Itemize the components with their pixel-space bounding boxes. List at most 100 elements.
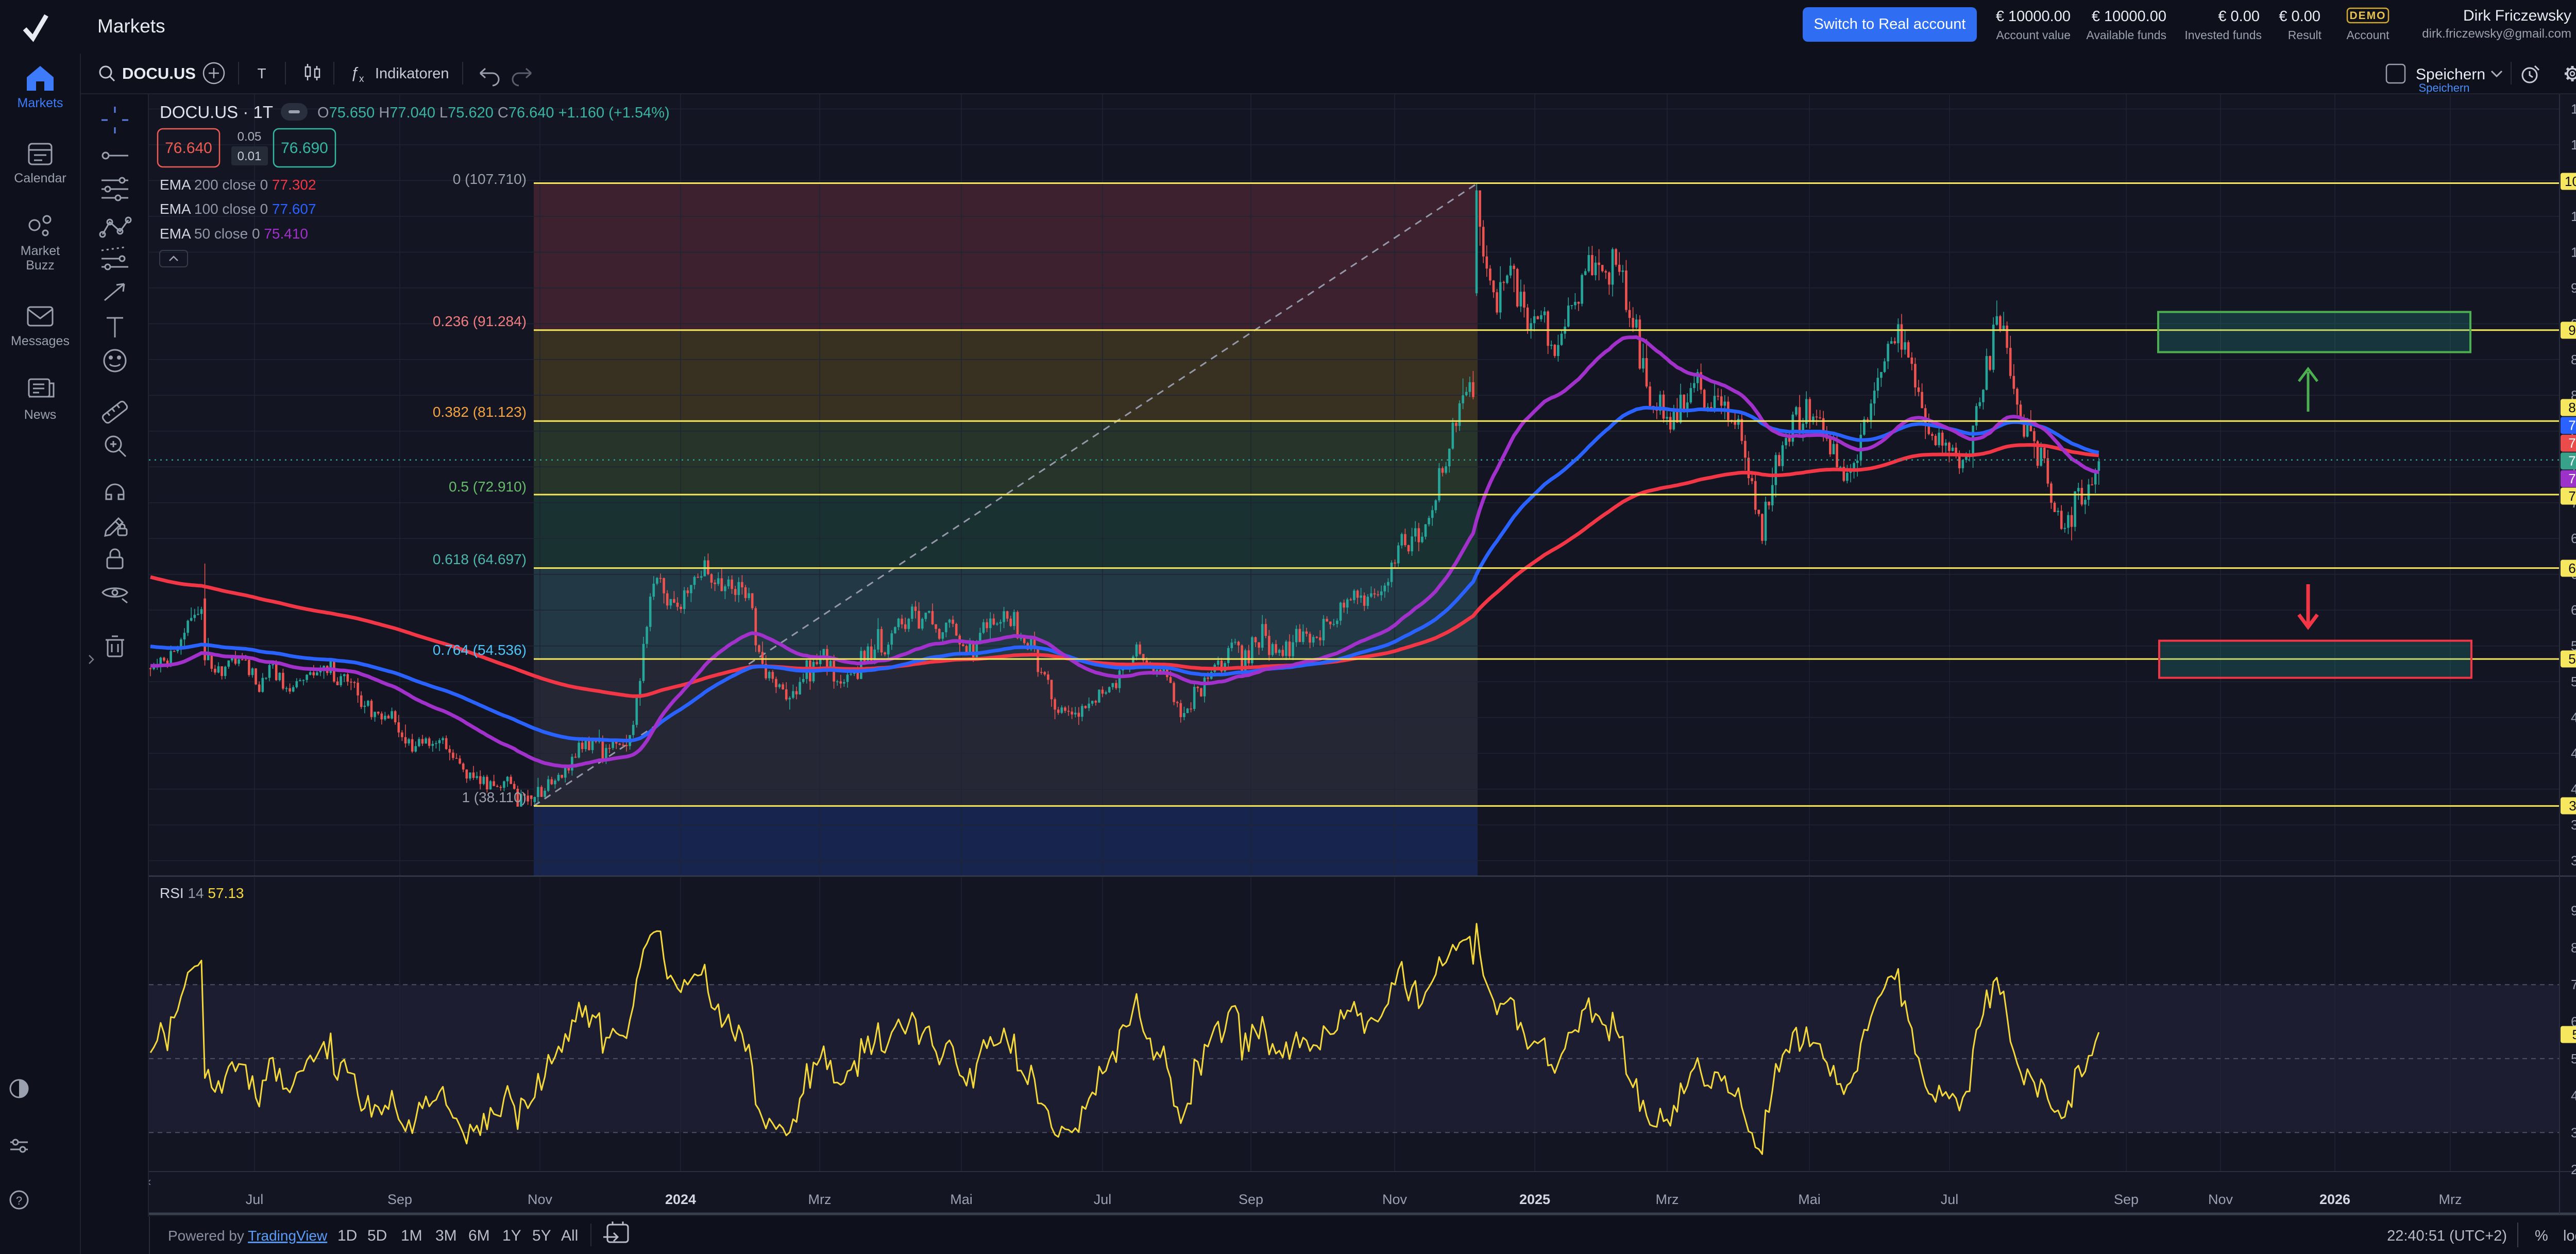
svg-text:Nov: Nov	[2208, 1192, 2233, 1207]
svg-text:Sep: Sep	[1239, 1192, 1263, 1207]
svg-text:52.000: 52.000	[2571, 674, 2576, 689]
svg-text:log: log	[2563, 1228, 2576, 1244]
svg-text:Indikatoren: Indikatoren	[375, 65, 449, 82]
svg-text:44.000: 44.000	[2571, 745, 2576, 761]
svg-text:40.00: 40.00	[2571, 1088, 2576, 1104]
svg-text:77.607: 77.607	[2568, 418, 2576, 433]
svg-text:2024: 2024	[665, 1192, 696, 1207]
svg-text:20.00: 20.00	[2571, 1162, 2576, 1177]
svg-text:Mrz: Mrz	[1656, 1192, 1679, 1207]
svg-text:‹: ‹	[149, 1174, 151, 1189]
svg-text:0.236 (91.284): 0.236 (91.284)	[433, 313, 527, 329]
svg-text:1 (38.110): 1 (38.110)	[462, 789, 527, 805]
svg-text:Invested funds: Invested funds	[2184, 28, 2262, 42]
svg-text:72.910: 72.910	[2568, 488, 2576, 504]
svg-text:Sep: Sep	[387, 1192, 412, 1207]
svg-text:Markets: Markets	[18, 96, 63, 110]
svg-text:5Y: 5Y	[532, 1227, 551, 1244]
svg-text:1Y: 1Y	[502, 1227, 521, 1244]
svg-text:x: x	[359, 74, 364, 84]
svg-text:48.000: 48.000	[2571, 710, 2576, 725]
svg-text:60.00: 60.00	[2571, 1014, 2576, 1029]
svg-text:Mai: Mai	[1798, 1192, 1821, 1207]
svg-text:Result: Result	[2288, 28, 2322, 42]
svg-text:64.697: 64.697	[2568, 561, 2576, 576]
svg-text:RSI 14 57.13: RSI 14 57.13	[160, 885, 244, 901]
svg-text:EMA 100 close 0 77.607: EMA 100 close 0 77.607	[160, 201, 316, 217]
svg-text:77.302: 77.302	[2568, 435, 2576, 451]
svg-text:5D: 5D	[367, 1227, 387, 1244]
svg-text:Mrz: Mrz	[808, 1192, 832, 1207]
svg-text:104.000: 104.000	[2571, 209, 2576, 224]
svg-text:DOCU.US · 1T: DOCU.US · 1T	[160, 103, 273, 122]
svg-text:50.00: 50.00	[2571, 1051, 2576, 1066]
svg-text:0.05: 0.05	[238, 130, 262, 144]
svg-text:%: %	[2535, 1228, 2548, 1244]
svg-text:81.123: 81.123	[2568, 400, 2576, 415]
svg-text:€ 10000.00: € 10000.00	[1996, 8, 2071, 25]
svg-text:70.00: 70.00	[2571, 977, 2576, 992]
svg-text:75.410: 75.410	[2568, 471, 2576, 486]
svg-text:Speichern: Speichern	[2418, 81, 2469, 94]
svg-text:30.00: 30.00	[2571, 1125, 2576, 1140]
svg-text:?: ?	[16, 1194, 22, 1207]
svg-text:Account: Account	[2346, 28, 2389, 42]
svg-text:57.13: 57.13	[2572, 1027, 2576, 1042]
svg-text:Powered by TradingView: Powered by TradingView	[168, 1228, 328, 1244]
svg-text:EMA 200 close 0 77.302: EMA 200 close 0 77.302	[160, 177, 316, 193]
svg-text:76.640: 76.640	[2568, 453, 2576, 469]
svg-text:76.640: 76.640	[165, 140, 212, 157]
svg-text:40.000: 40.000	[2571, 782, 2576, 797]
svg-text:EMA 50 close 0 75.410: EMA 50 close 0 75.410	[160, 226, 308, 242]
svg-text:36.000: 36.000	[2571, 817, 2576, 833]
svg-text:DOCU.US: DOCU.US	[122, 64, 196, 82]
svg-text:84.000: 84.000	[2571, 387, 2576, 403]
svg-text:0 (107.710): 0 (107.710)	[453, 171, 527, 187]
svg-text:56.000: 56.000	[2571, 638, 2576, 654]
svg-text:0.764 (54.536): 0.764 (54.536)	[433, 642, 527, 658]
svg-text:Calendar: Calendar	[14, 171, 66, 185]
svg-text:91.284: 91.284	[2568, 323, 2576, 338]
svg-text:100.000: 100.000	[2571, 244, 2576, 260]
svg-text:2026: 2026	[2319, 1192, 2350, 1207]
svg-text:112.000: 112.000	[2571, 137, 2576, 152]
svg-text:News: News	[24, 408, 57, 422]
svg-text:1M: 1M	[401, 1227, 422, 1244]
svg-text:2025: 2025	[1519, 1192, 1550, 1207]
svg-text:1D: 1D	[337, 1227, 357, 1244]
svg-text:88.000: 88.000	[2571, 352, 2576, 367]
svg-text:Sep: Sep	[2114, 1192, 2139, 1207]
svg-text:96.000: 96.000	[2571, 280, 2576, 296]
svg-text:0.01: 0.01	[238, 149, 262, 163]
svg-text:Mai: Mai	[950, 1192, 973, 1207]
svg-text:90.00: 90.00	[2571, 903, 2576, 919]
svg-text:80.00: 80.00	[2571, 940, 2576, 955]
svg-text:Account value: Account value	[1996, 28, 2071, 42]
svg-text:Nov: Nov	[528, 1192, 553, 1207]
svg-text:76.690: 76.690	[281, 140, 328, 157]
svg-text:DEMO: DEMO	[2350, 10, 2386, 22]
svg-text:Market: Market	[21, 244, 60, 258]
svg-text:38.110: 38.110	[2569, 798, 2576, 814]
svg-text:Switch to Real account: Switch to Real account	[1814, 16, 1966, 32]
svg-text:€ 10000.00: € 10000.00	[2092, 8, 2166, 25]
svg-text:Markets: Markets	[97, 15, 165, 37]
svg-text:6M: 6M	[468, 1227, 490, 1244]
svg-text:Dirk Friczewsky: Dirk Friczewsky	[2463, 7, 2571, 24]
svg-text:32.000: 32.000	[2571, 853, 2576, 869]
svg-text:T: T	[257, 65, 266, 81]
svg-text:Nov: Nov	[1382, 1192, 1408, 1207]
svg-text:3M: 3M	[435, 1227, 457, 1244]
svg-text:0.5 (72.910): 0.5 (72.910)	[449, 479, 527, 495]
svg-text:116.000: 116.000	[2571, 101, 2576, 117]
svg-text:Jul: Jul	[1941, 1192, 1959, 1207]
svg-text:Speichern: Speichern	[2416, 66, 2485, 83]
svg-text:dirk.friczewsky@gmail.com: dirk.friczewsky@gmail.com	[2422, 27, 2571, 41]
svg-text:All: All	[561, 1227, 578, 1244]
svg-text:107.710: 107.710	[2565, 174, 2576, 189]
svg-text:ƒ: ƒ	[350, 64, 359, 81]
svg-text:€ 0.00: € 0.00	[2218, 8, 2260, 25]
svg-text:Available funds: Available funds	[2086, 28, 2166, 42]
svg-text:Mrz: Mrz	[2439, 1192, 2462, 1207]
svg-text:0.382 (81.123): 0.382 (81.123)	[433, 404, 527, 420]
